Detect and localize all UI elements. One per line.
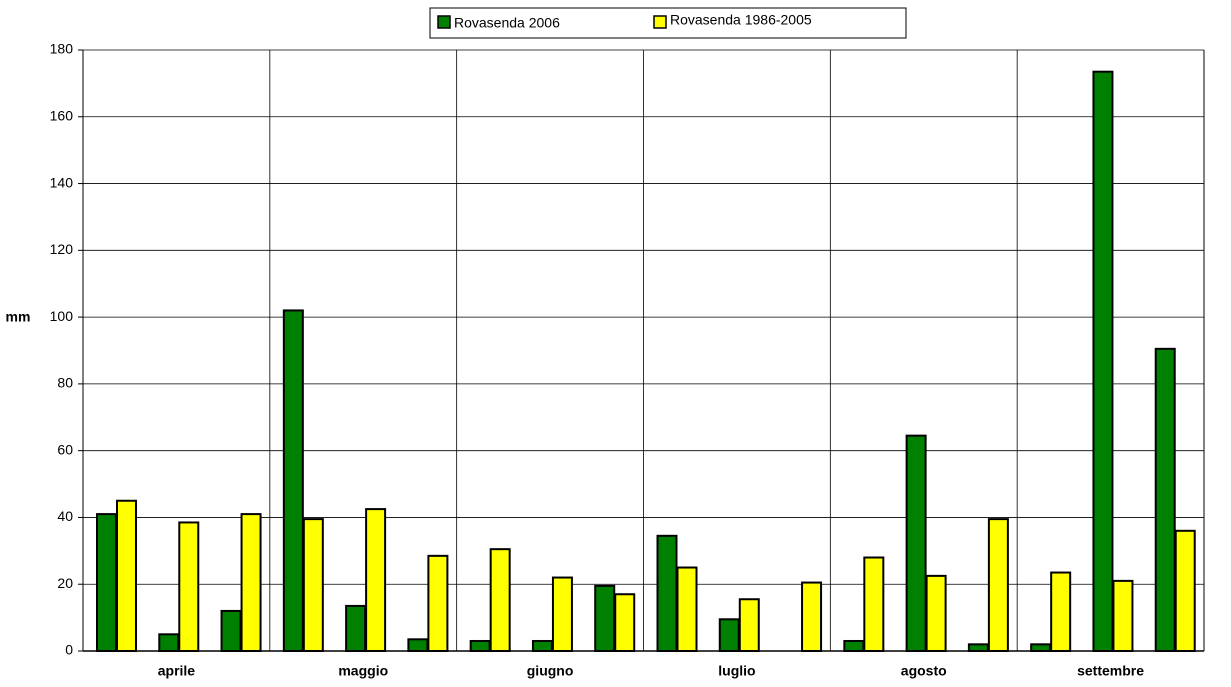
y-tick-label: 40 [57,508,73,524]
legend-swatch [653,15,667,29]
y-tick-label: 80 [57,375,73,391]
bar [1174,529,1196,652]
bar [718,618,740,653]
y-tick-label: 0 [65,642,73,658]
bar [1030,643,1052,652]
bar [407,638,429,653]
bar [905,434,927,652]
legend-label: Rovasenda 1986-2005 [670,12,812,28]
legend-box [429,7,907,39]
bar [220,609,242,653]
x-tick-label: giugno [527,663,574,679]
y-tick-label: 20 [57,575,73,591]
bar [987,518,1009,652]
bar [656,534,678,653]
bar [551,576,573,652]
bar [116,499,137,652]
bar [863,556,885,652]
bar [1092,70,1114,653]
bar [614,593,636,653]
bar [96,513,117,652]
x-tick-label: settembre [1077,663,1144,679]
legend-swatch [437,15,451,29]
legend-label: Rovasenda 2006 [454,15,560,31]
bar [302,518,324,652]
y-tick-label: 140 [50,174,74,190]
bar [282,309,304,652]
bar [469,639,491,653]
bar [925,574,947,652]
y-tick-label: 120 [50,241,74,257]
bar [345,604,367,652]
x-tick-label: aprile [158,663,196,679]
bar [1112,579,1134,653]
y-tick-label: 100 [50,308,74,324]
bar [427,554,449,653]
x-tick-label: agosto [901,663,947,679]
bar [738,598,760,652]
bar [489,548,511,652]
bar [158,633,180,652]
y-tick-label: 180 [50,41,74,57]
bar [1050,571,1072,653]
x-tick-label: maggio [338,663,388,679]
bar [843,639,865,653]
y-tick-label: 160 [50,107,74,123]
bar [531,639,553,653]
bar [1154,347,1176,652]
y-axis-label: mm [6,309,31,325]
bar [967,643,989,652]
x-tick-label: luglio [718,663,755,679]
bar [365,508,387,652]
bar [594,584,616,652]
bar [676,566,698,652]
bar [240,513,262,652]
y-tick-label: 60 [57,441,73,457]
bar [801,581,823,653]
bar [178,521,200,652]
